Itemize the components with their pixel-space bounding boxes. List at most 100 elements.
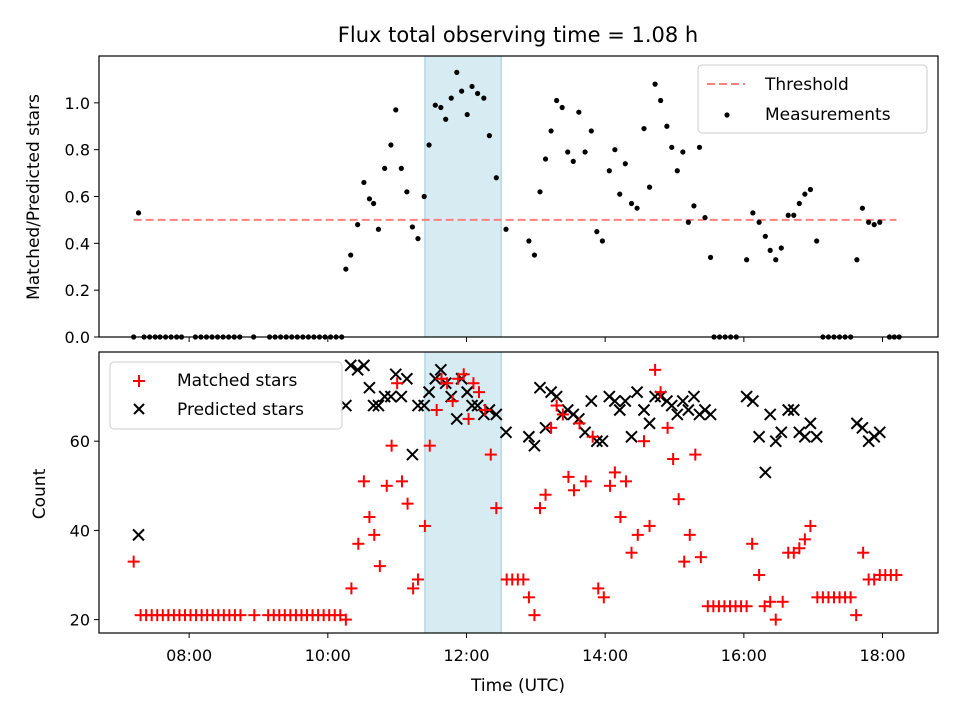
measurement-point <box>366 196 373 202</box>
matched-star-point <box>418 519 431 532</box>
predicted-star-point <box>429 372 442 385</box>
y-tick-label: 0.2 <box>65 281 90 300</box>
legend-threshold-label: Threshold <box>764 75 849 95</box>
matched-star-point <box>380 479 393 492</box>
measurement-point <box>526 238 532 244</box>
measurement-point <box>744 257 750 263</box>
predicted-star-point <box>389 368 402 381</box>
predicted-star-point <box>763 408 777 421</box>
measurement-point <box>767 247 773 253</box>
measurement-point <box>750 210 756 216</box>
matched-star-point <box>631 528 644 541</box>
matched-star-point <box>391 377 404 390</box>
legend-matched-swatch <box>133 375 145 387</box>
measurement-point <box>537 189 543 195</box>
measurement-point <box>576 109 582 115</box>
predicted-star-point <box>769 434 782 448</box>
x-axis-label: Time (UTC) <box>470 676 565 696</box>
measurement-point <box>348 252 354 258</box>
measurement-point <box>773 257 779 263</box>
matched-star-point <box>844 591 857 604</box>
predicted-star-point <box>372 399 385 412</box>
measurement-point <box>542 156 549 162</box>
predicted-star-point <box>682 403 695 417</box>
matched-star-point <box>385 439 398 452</box>
matched-star-point <box>479 403 492 416</box>
matched-star-point <box>661 421 674 434</box>
matched-star-point <box>586 430 599 443</box>
y-tick-label: 0.8 <box>65 141 90 160</box>
bottom-plot-frame <box>98 351 939 634</box>
measurement-point <box>646 184 653 190</box>
measurement-point <box>696 144 703 150</box>
bottom-legend: Matched stars Predicted stars <box>109 361 343 430</box>
matched-star-point <box>352 537 365 550</box>
measurement-point <box>474 90 481 97</box>
matched-star-point <box>339 613 352 626</box>
measurement-point <box>807 186 814 193</box>
measurement-point <box>802 191 808 197</box>
measurement-point <box>664 123 670 129</box>
matched-star-point <box>401 497 414 510</box>
predicted-star-point <box>873 426 886 439</box>
matched-star-point <box>248 609 261 622</box>
predicted-star-point <box>384 390 398 403</box>
matched-star-point <box>753 569 766 582</box>
matched-star-point <box>740 600 753 613</box>
measurement-point <box>370 200 377 207</box>
matched-star-point <box>127 555 140 568</box>
matched-star-point <box>522 591 535 604</box>
matched-star-point <box>798 533 811 546</box>
matched-star-point <box>625 546 638 559</box>
predicted-star-point <box>522 430 536 443</box>
matched-star-point <box>467 377 480 390</box>
chart-title: Flux total observing time = 1.08 h <box>338 23 698 47</box>
predicted-star-point <box>344 359 357 372</box>
measurement-point <box>398 165 404 171</box>
y-tick-label: 1.0 <box>65 94 90 113</box>
matched-star-point <box>746 537 759 550</box>
measurement-point <box>404 189 410 195</box>
measurement-point <box>877 219 883 225</box>
bottom-panel: 20 40 60 08:00 10:00 12:00 14:00 16:00 18:00 Co… <box>30 351 939 696</box>
predicted-star-point <box>363 381 376 394</box>
measurement-point <box>409 224 416 230</box>
matched-star-point <box>457 368 470 381</box>
measurement-point <box>641 125 647 132</box>
measurement-point <box>791 212 797 218</box>
measurement-point <box>459 88 465 94</box>
top-y-axis: 0.0 0.2 0.4 0.6 0.8 1.0 <box>65 94 99 347</box>
matched-star-point <box>890 569 903 582</box>
measurement-point <box>606 168 612 174</box>
matched-star-point <box>345 582 358 595</box>
predicted-star-point <box>460 385 474 399</box>
predicted-star-point <box>752 430 766 443</box>
measurement-point <box>588 128 594 134</box>
matched-star-point <box>793 542 806 555</box>
measurement-point <box>415 236 421 242</box>
top-highlight-span <box>424 55 502 338</box>
measurement-point <box>554 97 560 104</box>
x-tick-label: 12:00 <box>443 646 489 665</box>
predicted-star-point <box>411 399 425 412</box>
matched-star-point <box>672 493 685 506</box>
predicted-star-point <box>740 390 753 403</box>
top-legend: Threshold Measurements <box>697 64 928 134</box>
predicted-star-point <box>608 394 622 408</box>
measurement-point <box>859 205 866 211</box>
matched-star-point <box>604 479 617 492</box>
predicted-star-point <box>671 408 684 421</box>
predicted-star-point <box>759 466 772 479</box>
matched-star-point <box>533 502 546 515</box>
measurement-point <box>503 226 509 232</box>
measurement-point <box>421 193 427 200</box>
matched-star-point <box>446 395 459 408</box>
legend-matched-label: Matched stars <box>177 371 297 391</box>
y-tick-label: 0.4 <box>65 234 90 253</box>
top-panel: 0.0 0.2 0.4 0.6 0.8 1.0 Flux total observing … <box>24 23 939 347</box>
predicted-star-point <box>775 426 788 439</box>
matched-star-point <box>638 435 651 448</box>
matched-star-point <box>689 448 702 461</box>
measurement-point <box>674 168 680 174</box>
x-tick-label: 14:00 <box>582 646 628 665</box>
